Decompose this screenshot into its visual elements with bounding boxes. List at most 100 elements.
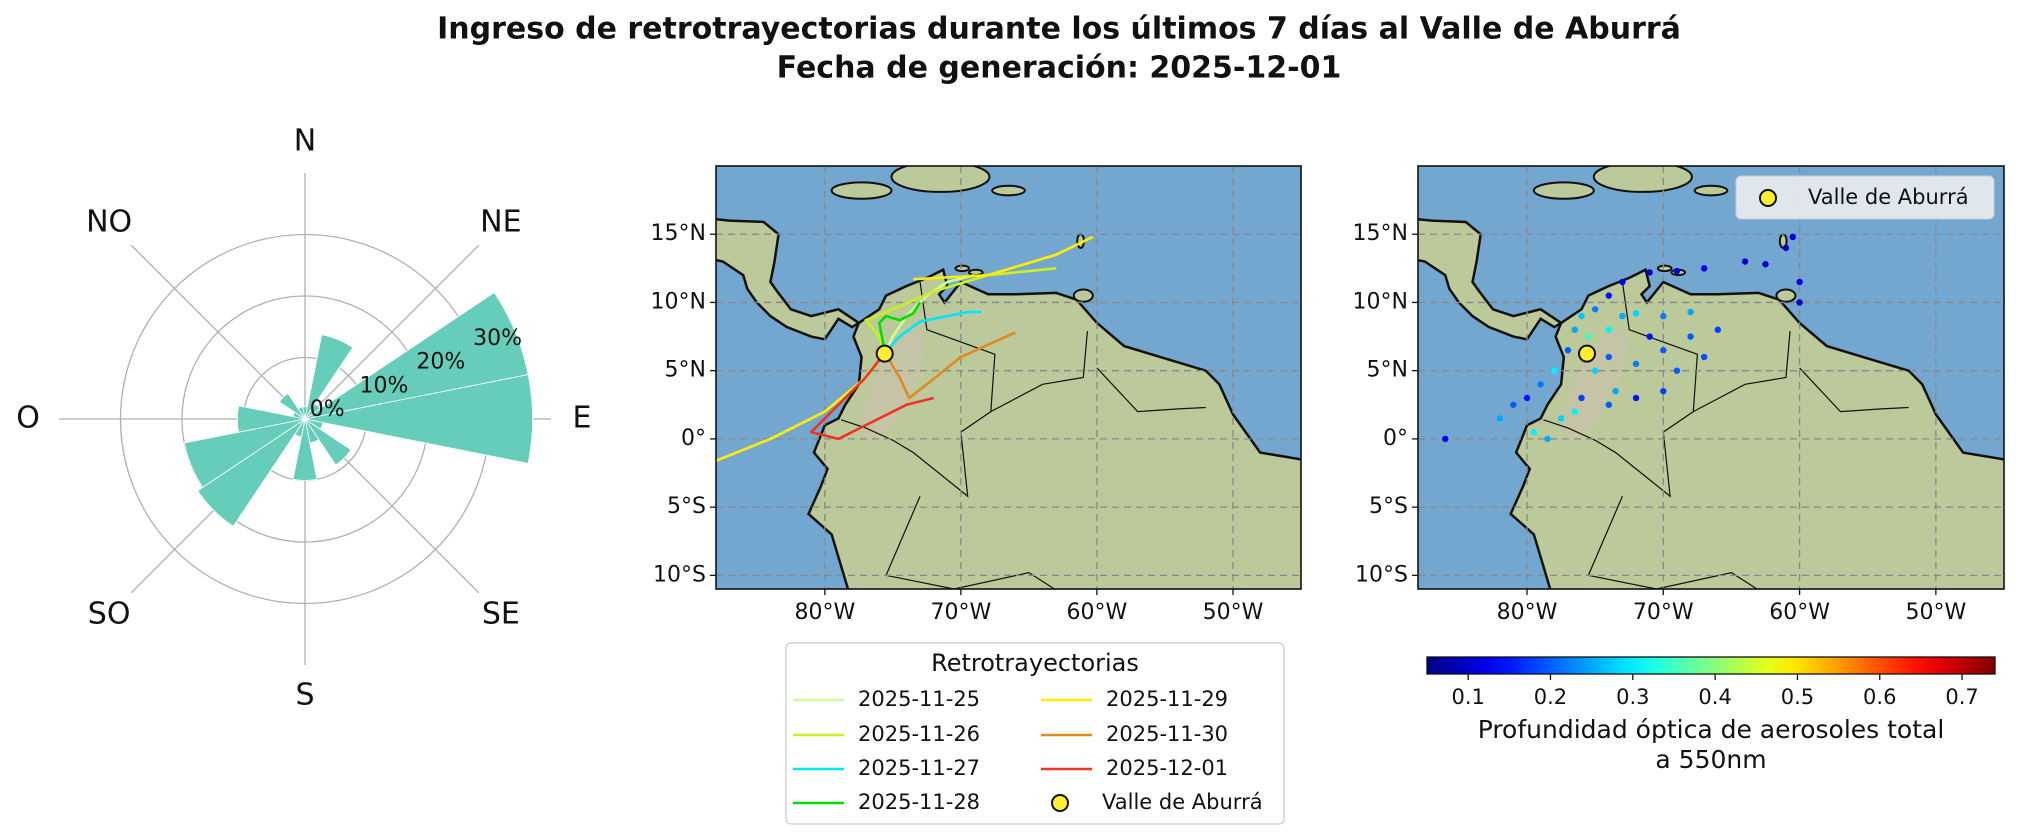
- aerosol-point: [1741, 258, 1749, 265]
- border: [1543, 281, 1699, 498]
- y-tick-label: 10°N: [651, 289, 706, 314]
- y-tick-label: 5°N: [1367, 358, 1408, 383]
- aerosol-point: [1762, 261, 1769, 268]
- aerosol-point: [1605, 292, 1612, 299]
- colorbar-tick-label: 0.7: [1945, 685, 1978, 709]
- aerosol-point: [1619, 312, 1626, 320]
- x-tick-label: 50°W: [1203, 600, 1264, 625]
- island: [954, 264, 971, 273]
- x-tick-label: 60°W: [1067, 600, 1128, 625]
- island: [1656, 264, 1673, 273]
- legend-marker: [1759, 189, 1777, 207]
- colorbar: [1426, 656, 1996, 675]
- legend-box: [785, 642, 1285, 825]
- direction-label: O: [16, 401, 40, 436]
- y-tick-label: 15°N: [1353, 221, 1408, 246]
- aerosol-point: [1551, 367, 1558, 374]
- bar: [197, 418, 306, 527]
- aerosol-point: [1557, 415, 1565, 422]
- aerosol-point: [1646, 333, 1653, 340]
- direction-label: SO: [88, 596, 131, 631]
- island: [1693, 184, 1729, 197]
- aerosol-point: [1660, 347, 1667, 354]
- border: [990, 331, 1089, 413]
- aerosol-point: [1632, 394, 1640, 402]
- aerosol-point: [1660, 387, 1667, 395]
- bar: [304, 334, 354, 420]
- y-tick-label: 5°S: [667, 494, 706, 519]
- island: [1072, 288, 1094, 303]
- y-tick-label: 0°: [1383, 426, 1408, 451]
- aerosol-point: [1510, 401, 1517, 408]
- bar: [304, 418, 352, 466]
- aerosol-point: [1646, 269, 1653, 276]
- land: [716, 217, 862, 341]
- aerosol-point: [1789, 233, 1796, 241]
- aerosol-point: [1530, 428, 1538, 436]
- andes: [861, 329, 925, 440]
- aerosol-point: [1537, 381, 1544, 388]
- direction-label: N: [294, 124, 316, 159]
- y-tick-label: 5°N: [665, 358, 706, 383]
- island: [830, 181, 893, 200]
- aerosol-point: [1523, 394, 1531, 402]
- legend-label: 2025-12-01: [1106, 756, 1228, 780]
- aerosol-point: [1700, 353, 1708, 361]
- bar: [236, 405, 306, 433]
- aerosol-point: [1571, 326, 1578, 333]
- aerosol-point: [1591, 367, 1599, 374]
- x-tick-label: 60°W: [1769, 600, 1830, 625]
- border: [1799, 367, 1909, 413]
- y-tick-label: 0°: [681, 426, 706, 451]
- aerosol-point: [1700, 265, 1708, 272]
- colorbar-tick-label: 0.5: [1781, 685, 1814, 709]
- trajectory: [883, 310, 982, 354]
- direction-label: S: [295, 678, 314, 713]
- direction-label: NO: [86, 205, 132, 240]
- aerosol-point: [1632, 360, 1640, 368]
- trajectory: [883, 331, 1016, 400]
- bar: [278, 392, 306, 420]
- island: [1592, 166, 1693, 193]
- border: [840, 281, 996, 498]
- y-tick-label: 10°S: [1355, 562, 1408, 587]
- aerosol-point: [1578, 394, 1585, 402]
- y-tick-label: 10°S: [653, 562, 706, 587]
- x-tick-label: 80°W: [1497, 600, 1558, 625]
- direction-label: E: [573, 401, 592, 436]
- bar: [183, 418, 306, 488]
- land: [1509, 267, 2004, 589]
- legend-box: [1735, 175, 1995, 220]
- aerosol-point: [1605, 401, 1612, 408]
- aerosol-point: [1571, 408, 1578, 415]
- border: [1693, 331, 1791, 413]
- aerosol-point: [1660, 312, 1667, 320]
- legend-label: 2025-11-27: [858, 756, 980, 780]
- colorbar-label: a 550nm: [1655, 745, 1766, 774]
- legend-label: Valle de Aburrá: [1102, 790, 1263, 814]
- aerosol-point: [1612, 387, 1619, 395]
- location-point: [875, 344, 894, 363]
- border: [1096, 367, 1206, 413]
- x-tick-label: 50°W: [1905, 600, 1966, 625]
- legend-label: 2025-11-25: [858, 687, 980, 711]
- aerosol-point: [1585, 333, 1592, 340]
- border: [885, 495, 1056, 589]
- title-line: Ingreso de retrotrayectorias durante los…: [437, 12, 1681, 47]
- spoke: [304, 244, 480, 420]
- direction-label: NE: [480, 205, 521, 240]
- legend-label: Valle de Aburrá: [1808, 185, 1969, 209]
- aerosol-point: [1782, 244, 1790, 252]
- axes-frame: [1417, 165, 2005, 590]
- colorbar-tick-label: 0.4: [1698, 685, 1731, 709]
- legend-label: 2025-11-28: [858, 790, 980, 814]
- r-tick-label: 20%: [416, 350, 465, 375]
- aerosol-point: [1687, 333, 1694, 340]
- aerosol-point: [1714, 326, 1722, 333]
- aerosol-point: [1619, 278, 1626, 286]
- bar: [304, 374, 533, 464]
- aerosol-point: [1605, 326, 1612, 333]
- aerosol-point: [1796, 299, 1803, 306]
- axes-frame: [715, 165, 1302, 590]
